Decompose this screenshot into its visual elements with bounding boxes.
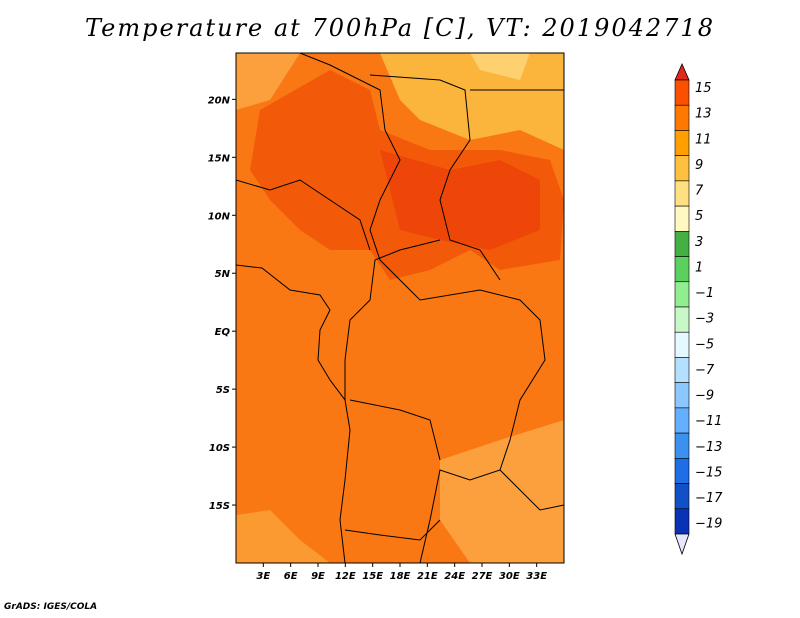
colorbar-label: 3 <box>695 235 703 250</box>
colorbar-segment <box>674 458 690 484</box>
colorbar-segment <box>674 331 690 358</box>
field-warm-ne-light <box>470 53 530 80</box>
x-tick-label: 21E <box>417 571 438 582</box>
colorbar-label: 1 <box>695 260 703 275</box>
y-tick-label: 10N <box>208 211 231 222</box>
field-warm-nw <box>236 53 300 110</box>
field-warm-se <box>440 420 564 563</box>
coastline-west <box>236 264 351 563</box>
x-tick-label: 27E <box>472 571 493 582</box>
y-tick-label: EQ <box>215 327 231 338</box>
colorbar-segment <box>674 79 690 106</box>
colorbar-segment <box>674 104 690 131</box>
colorbar-label: 9 <box>695 158 703 173</box>
x-tick-label: 33E <box>526 571 547 582</box>
colorbar-label: −19 <box>695 517 722 532</box>
border-segment <box>349 399 441 461</box>
colorbar-segment <box>674 256 690 283</box>
colorbar-segment <box>674 357 690 383</box>
colorbar-label: 15 <box>695 81 712 96</box>
colorbar-label: 5 <box>695 209 703 224</box>
border-segment <box>344 239 441 400</box>
y-tick-label: 5S <box>216 385 230 396</box>
x-tick-label: 15E <box>362 571 383 582</box>
x-tick-label: 24E <box>444 571 465 582</box>
colorbar: 15 13 11 9 7 5 3 1 −1 −3 −5 −7 −9 −11 −13 −15 −17 −19 <box>674 63 723 556</box>
x-tick-label: 6E <box>284 571 298 582</box>
colorbar-segment <box>674 205 690 232</box>
x-tick-label: 12E <box>335 571 356 582</box>
border-segment <box>369 74 501 281</box>
y-axis: 20N 15N 10N 5N EQ 5S 10S 15S <box>208 95 236 512</box>
colorbar-segment <box>674 155 690 182</box>
colorbar-segment <box>674 306 690 333</box>
colorbar-label: −15 <box>695 465 722 480</box>
colorbar-label: −9 <box>695 389 714 404</box>
border-segment <box>236 179 371 251</box>
field-hot-core <box>380 150 540 250</box>
temperature-field <box>236 53 564 563</box>
x-axis: 3E 6E 9E 12E 15E 18E 21E 24E 27E 30E 33E <box>256 563 547 582</box>
colorbar-segment <box>674 483 690 510</box>
colorbar-segment <box>674 432 690 459</box>
y-tick-label: 20N <box>208 95 231 106</box>
field-warm-sw <box>236 510 330 563</box>
x-tick-label: 30E <box>499 571 520 582</box>
border-segment <box>344 519 441 541</box>
colorbar-bottom-arrow <box>674 533 690 556</box>
colorbar-label: −13 <box>695 440 722 455</box>
colorbar-segment <box>674 231 690 257</box>
border-segment <box>299 53 546 563</box>
colorbar-segment <box>674 407 690 434</box>
colorbar-segment <box>674 130 690 156</box>
colorbar-label: −1 <box>695 286 714 301</box>
country-borders <box>236 53 564 563</box>
y-tick-label: 5N <box>215 269 231 280</box>
colorbar-segment <box>674 281 690 308</box>
colorbar-label: −5 <box>695 337 714 352</box>
colorbar-label: −7 <box>695 363 715 378</box>
chart-title: Temperature at 700hPa [C], VT: 201904271… <box>85 14 715 42</box>
y-tick-label: 15S <box>209 501 230 512</box>
colorbar-label: 11 <box>695 132 712 147</box>
y-tick-label: 10S <box>209 443 230 454</box>
colorbar-top-arrow <box>674 63 690 81</box>
x-tick-label: 9E <box>311 571 325 582</box>
y-tick-label: 15N <box>208 153 231 164</box>
colorbar-segment <box>674 508 690 535</box>
colorbar-label: −11 <box>695 414 722 429</box>
colorbar-label: 7 <box>695 184 704 199</box>
x-tick-label: 18E <box>390 571 411 582</box>
colorbar-segment <box>674 180 690 207</box>
colorbar-label: −17 <box>695 491 723 506</box>
colorbar-segment <box>674 382 690 409</box>
colorbar-label: 13 <box>695 107 712 122</box>
colorbar-label: −3 <box>695 312 714 327</box>
border-segment <box>499 469 564 511</box>
credit-footer: GrADS: IGES/COLA <box>4 602 98 612</box>
x-tick-label: 3E <box>256 571 270 582</box>
